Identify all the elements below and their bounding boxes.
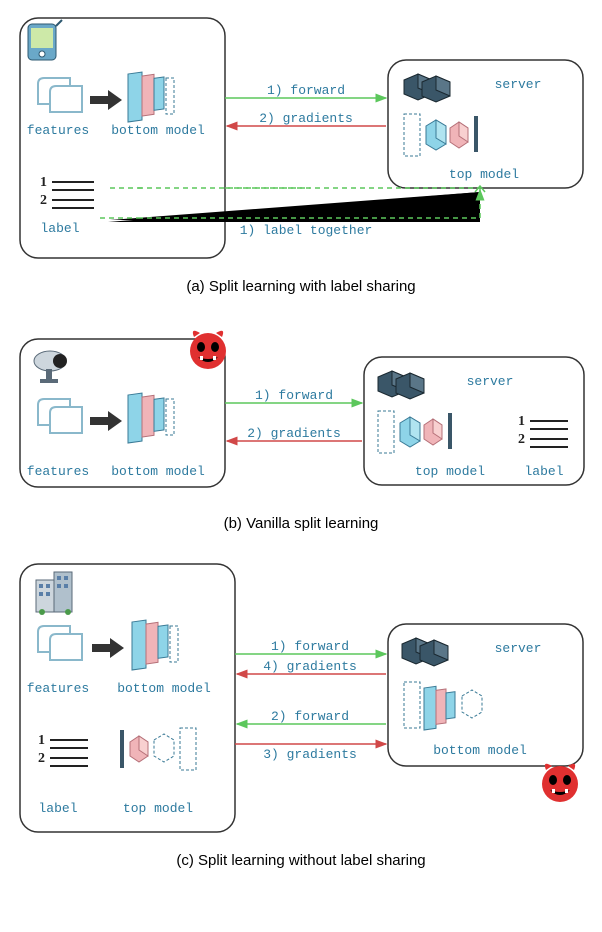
svg-text:2: 2 xyxy=(40,193,47,208)
features-label: features xyxy=(27,681,89,696)
grad3-label: 3) gradients xyxy=(263,747,357,762)
devil-icon xyxy=(190,331,226,369)
client-label-label: label xyxy=(38,801,77,816)
features-label: features xyxy=(27,464,89,479)
top-model-label: top model xyxy=(449,167,519,182)
forward-label: 1) forward xyxy=(267,83,345,98)
figure-a: features bottom model 1 2 label server xyxy=(10,10,592,270)
bottom-model-label: bottom model xyxy=(117,681,211,696)
caption-b: (b) Vanilla split learning xyxy=(10,515,592,532)
gradients-label: 2) gradients xyxy=(259,111,353,126)
grad4-label: 4) gradients xyxy=(263,659,357,674)
figure-c: te features bottom model 1 2 label top m… xyxy=(10,554,592,844)
svg-text:1: 1 xyxy=(38,733,45,748)
server-label: server xyxy=(495,641,542,656)
svg-text:2: 2 xyxy=(518,432,525,447)
forward-label: 1) forward xyxy=(255,388,333,403)
forward2-label: 2) forward xyxy=(271,709,349,724)
gradients-label: 2) gradients xyxy=(247,426,341,441)
client-top-model-label: top model xyxy=(123,801,193,816)
forward1-label: 1) forward xyxy=(271,639,349,654)
bottom-model-label: bottom model xyxy=(111,464,205,479)
bottom-model-label: bottom model xyxy=(111,123,205,138)
svg-text:1: 1 xyxy=(518,414,525,429)
top-model-label: top model xyxy=(415,464,485,479)
devil-icon xyxy=(542,764,578,802)
features-label: features xyxy=(27,123,89,138)
server-label: server xyxy=(467,374,514,389)
server-label: server xyxy=(495,77,542,92)
caption-a: (a) Split learning with label sharing xyxy=(10,278,592,295)
caption-c: (c) Split learning without label sharing xyxy=(10,852,592,869)
svg-text:2: 2 xyxy=(38,751,45,766)
label-label: label xyxy=(40,221,79,236)
figure-b: features bottom model server top model 1 xyxy=(10,317,592,507)
server-bottom-model-label: bottom model xyxy=(433,743,527,758)
svg-text:1: 1 xyxy=(40,175,47,190)
server-label-label: label xyxy=(524,464,563,479)
label-together-label: 1) label together xyxy=(240,223,373,238)
